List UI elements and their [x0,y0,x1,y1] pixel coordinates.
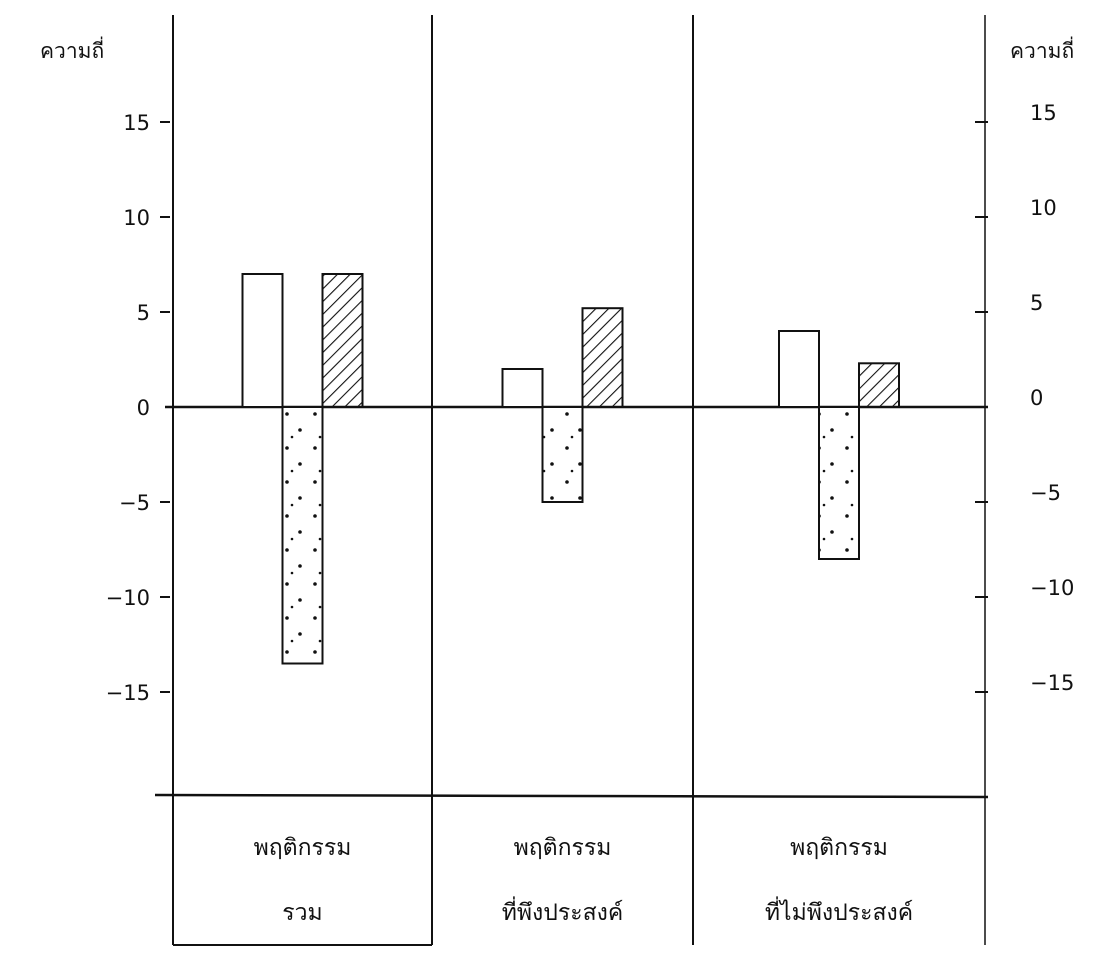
category-label-line2: รวม [282,900,322,926]
y-tick-label-right: −10 [1030,576,1074,600]
y-tick-label-left: −10 [106,586,150,610]
y-tick-label-left: −5 [119,491,150,515]
bar-plain [778,330,820,408]
category-label-line2: ที่พึงประสงค์ [502,896,624,926]
y-tick-label-right: 15 [1030,101,1057,125]
y-tick-label-left: 15 [123,111,150,135]
y-tick-label-left: 0 [137,396,150,420]
bars [241,273,900,665]
bar-hatched [581,307,624,409]
y-tick-label-right: −15 [1030,671,1074,695]
category-label-line1: พฤติกรรม [254,835,352,861]
y-tick-label-right: 0 [1030,386,1043,410]
category-label-line2: ที่ไม่พึงประสงค์ [765,896,913,926]
bar-plain [241,273,284,408]
category-label-line1: พฤติกรรม [790,835,888,861]
y-tick-label-left: 10 [123,206,150,230]
bar-hatched [321,273,364,408]
y-tick-label-right: −5 [1030,481,1061,505]
category-label-line1: พฤติกรรม [514,835,612,861]
y-axis-title-right: ความถี่ [1010,36,1074,63]
y-ticks-left: −15 −10 −5 0 5 10 15 [106,111,170,705]
y-tick-label-left: 5 [137,301,150,325]
y-axis-title-left: ความถี่ [40,36,104,63]
bar-dotted [541,406,584,503]
y-tick-label-left: −15 [106,681,150,705]
y-ticks-right: −15 −10 −5 0 5 10 15 [975,101,1074,695]
bar-dotted [818,406,860,560]
category-separator [154,793,989,799]
y-tick-label-right: 10 [1030,196,1057,220]
bar-dotted [281,406,324,665]
bar-hatched [858,362,900,408]
y-tick-label-right: 5 [1030,291,1043,315]
bar-plain [501,368,544,408]
